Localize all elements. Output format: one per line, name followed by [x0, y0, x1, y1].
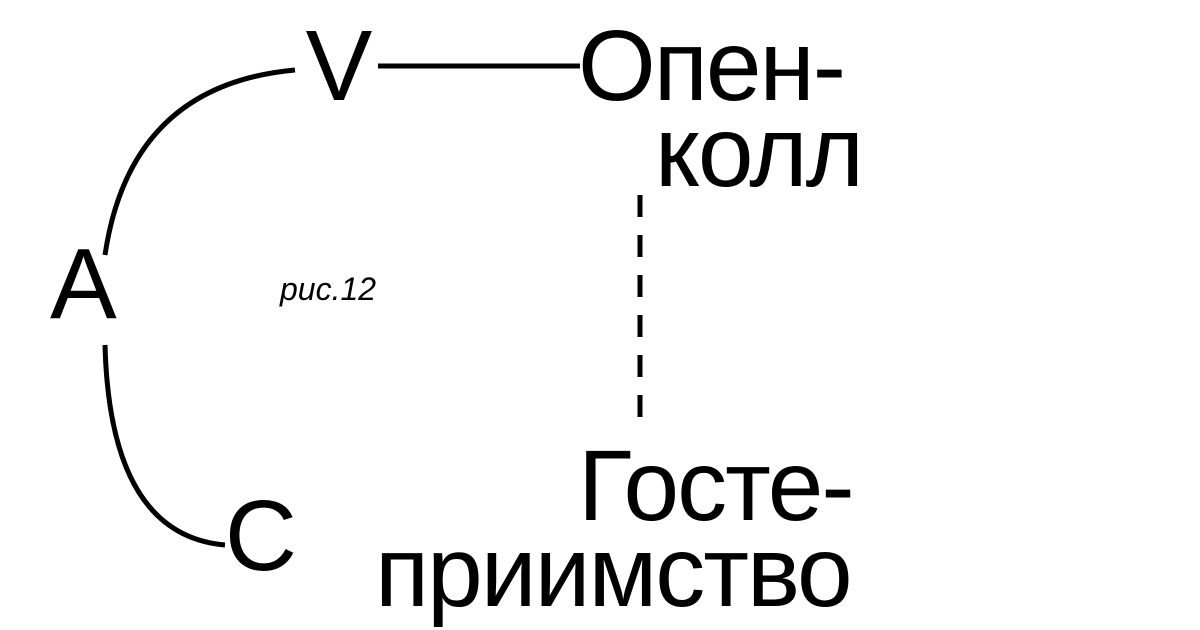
node-open_call_line2: колл: [655, 96, 862, 208]
figure-caption: рис.12: [279, 271, 376, 307]
node-C: C: [225, 480, 295, 592]
node-hosp_line2: приимство: [375, 516, 851, 628]
arc-A-C: [105, 345, 225, 545]
node-A: A: [50, 228, 117, 340]
node-V: V: [306, 10, 373, 122]
diagram-svg: AVCОпен-коллГосте-приимстворис.12: [0, 0, 1200, 630]
arc-A-V: [105, 70, 295, 255]
